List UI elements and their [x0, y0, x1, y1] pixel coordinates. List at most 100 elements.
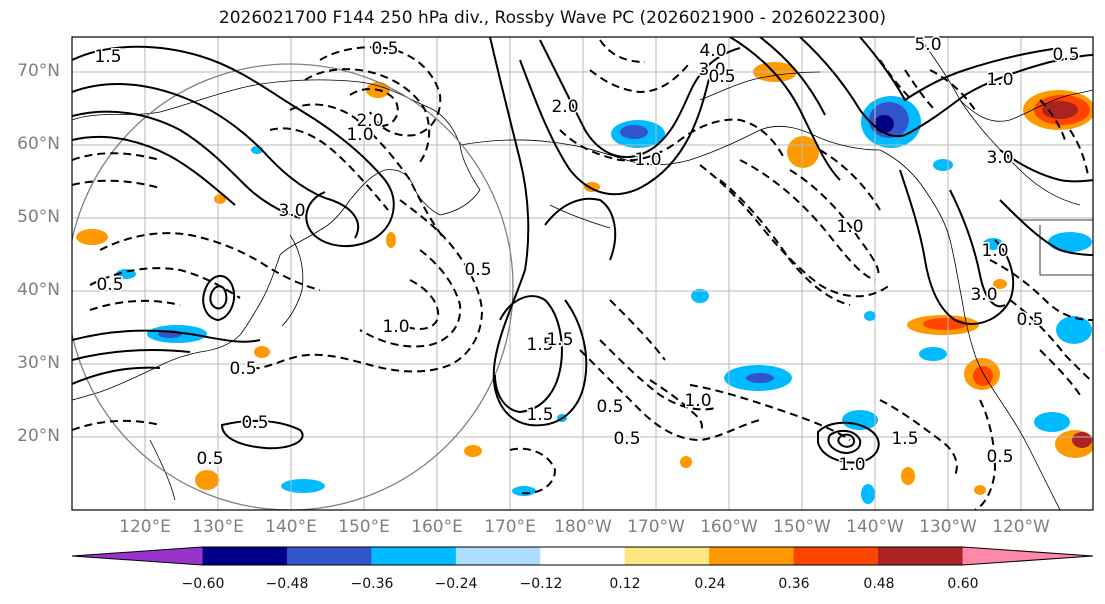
- lon-label-150e: 150°E: [338, 517, 390, 537]
- blue-patch: [512, 486, 536, 496]
- lon-label-130w: 130°W: [919, 517, 977, 537]
- contour-label: 0.5: [1016, 310, 1043, 330]
- colorbar-segment: [202, 547, 288, 565]
- colorbar-tick-label: −0.12: [519, 576, 563, 592]
- colorbar-tick-label: 0.24: [694, 576, 726, 592]
- orange-patch: [214, 194, 226, 204]
- coastlines: [72, 37, 1093, 510]
- lon-label-140w: 140°W: [846, 517, 904, 537]
- orange-patch: [901, 467, 915, 485]
- map-frame: [71, 36, 1094, 511]
- colorbar-tick-label: 0.12: [609, 576, 641, 592]
- lat-label-30n: 30°N: [17, 353, 60, 373]
- lon-label-160w: 160°W: [700, 517, 758, 537]
- contour-label: 2.0: [551, 97, 578, 117]
- map-grid: [72, 37, 1093, 510]
- blue-patch: [691, 289, 709, 303]
- colorbar-segment: [371, 547, 457, 565]
- lon-label-160e: 160°E: [411, 517, 463, 537]
- navy-patch: [874, 115, 894, 133]
- colorbar-tick-label: −0.48: [265, 576, 309, 592]
- red-orange-patch: [923, 318, 967, 330]
- dark-red-patch: [1042, 101, 1078, 119]
- colorbar-segment: [878, 547, 964, 565]
- contour-label: 0.5: [986, 447, 1013, 467]
- north-america-coast: [959, 99, 1093, 276]
- colorbar-outline: [71, 546, 1094, 566]
- deep-blue-patch: [746, 373, 774, 383]
- blue-patch: [861, 484, 875, 504]
- contour-label: 1.0: [382, 317, 409, 337]
- colorbar-segment: [709, 547, 795, 565]
- colorbar: [71, 546, 1094, 566]
- colorbar-segment: [540, 547, 626, 565]
- blue-patch: [983, 238, 1003, 250]
- contour-label: 3.0: [986, 148, 1013, 168]
- orange-patch: [254, 346, 270, 358]
- colorbar-tick-label: 0.60: [947, 576, 979, 592]
- contour-label: 1.5: [94, 47, 121, 67]
- deep-blue-patch: [620, 125, 648, 139]
- contour-label: 1.5: [891, 429, 918, 449]
- colorbar-segment: [286, 547, 372, 565]
- contour-label: 0.5: [1052, 45, 1079, 65]
- lon-label-170w: 170°W: [627, 517, 685, 537]
- contour-label: 0.5: [229, 359, 256, 379]
- lon-label-130e: 130°E: [192, 517, 244, 537]
- lon-label-120w: 120°W: [992, 517, 1050, 537]
- orange-patch: [787, 136, 819, 168]
- red-orange-patch: [973, 366, 993, 386]
- contour-label: 3.0: [278, 201, 305, 221]
- orange-patch: [974, 485, 986, 495]
- colorbar-segment: [624, 547, 710, 565]
- colorbar-tick-label: −0.36: [350, 576, 394, 592]
- colorbar-tick-label: −0.24: [434, 576, 478, 592]
- dashed-contours: [72, 39, 1093, 510]
- lat-label-70n: 70°N: [17, 61, 60, 81]
- contour-label: 1.0: [634, 150, 661, 170]
- contour-labels: 1.5 0.5 4.03.05.0 0.51.01.02.02.01.03.03.00…: [93, 34, 1081, 477]
- blue-patch: [842, 410, 878, 430]
- blue-patch: [919, 347, 947, 361]
- map-title: 2026021700 F144 250 hPa div., Rossby Wav…: [218, 8, 887, 28]
- solid-contours: [72, 37, 1093, 464]
- contour-label: 5.0: [914, 35, 941, 55]
- lon-label-140e: 140°E: [265, 517, 317, 537]
- contour-label: 1.0: [838, 455, 865, 475]
- blue-patch: [1048, 232, 1092, 252]
- contour-label: 0.5: [241, 413, 268, 433]
- contour-label: 0.5: [464, 260, 491, 280]
- blue-patch: [1034, 412, 1070, 432]
- blue-patch: [864, 311, 876, 321]
- lon-label-170e: 170°E: [484, 517, 536, 537]
- contour-label: 0.5: [708, 67, 735, 87]
- contour-label: 0.5: [196, 449, 223, 469]
- lat-label-50n: 50°N: [17, 207, 60, 227]
- contour-label: 1.5: [526, 405, 553, 425]
- colorbar-tick-label: 0.48: [863, 576, 895, 592]
- lat-label-40n: 40°N: [17, 280, 60, 300]
- lon-label-120e: 120°E: [119, 517, 171, 537]
- contour-label: 1.0: [836, 217, 863, 237]
- lon-label-150w: 150°W: [773, 517, 831, 537]
- colorbar-tick-label: 0.36: [778, 576, 810, 592]
- contour-label: 1.5: [526, 335, 553, 355]
- blue-patch: [1056, 316, 1092, 344]
- lon-label-180w: 180°W: [554, 517, 612, 537]
- orange-patch: [195, 470, 219, 490]
- contour-label: 3.0: [970, 285, 997, 305]
- contour-label: 0.5: [596, 397, 623, 417]
- orange-patch: [993, 279, 1007, 289]
- colorbar-extend-low: [72, 547, 203, 565]
- contour-label: 0.5: [613, 429, 640, 449]
- blue-patch: [933, 159, 953, 171]
- contour-label: 1.5: [546, 330, 573, 350]
- orange-patch: [464, 445, 482, 457]
- orange-patch: [386, 232, 396, 248]
- contour-label: 1.0: [981, 241, 1008, 261]
- contour-label: 0.5: [371, 39, 398, 59]
- lat-label-20n: 20°N: [17, 426, 60, 446]
- blue-patch: [281, 479, 325, 493]
- orange-patch: [76, 229, 108, 245]
